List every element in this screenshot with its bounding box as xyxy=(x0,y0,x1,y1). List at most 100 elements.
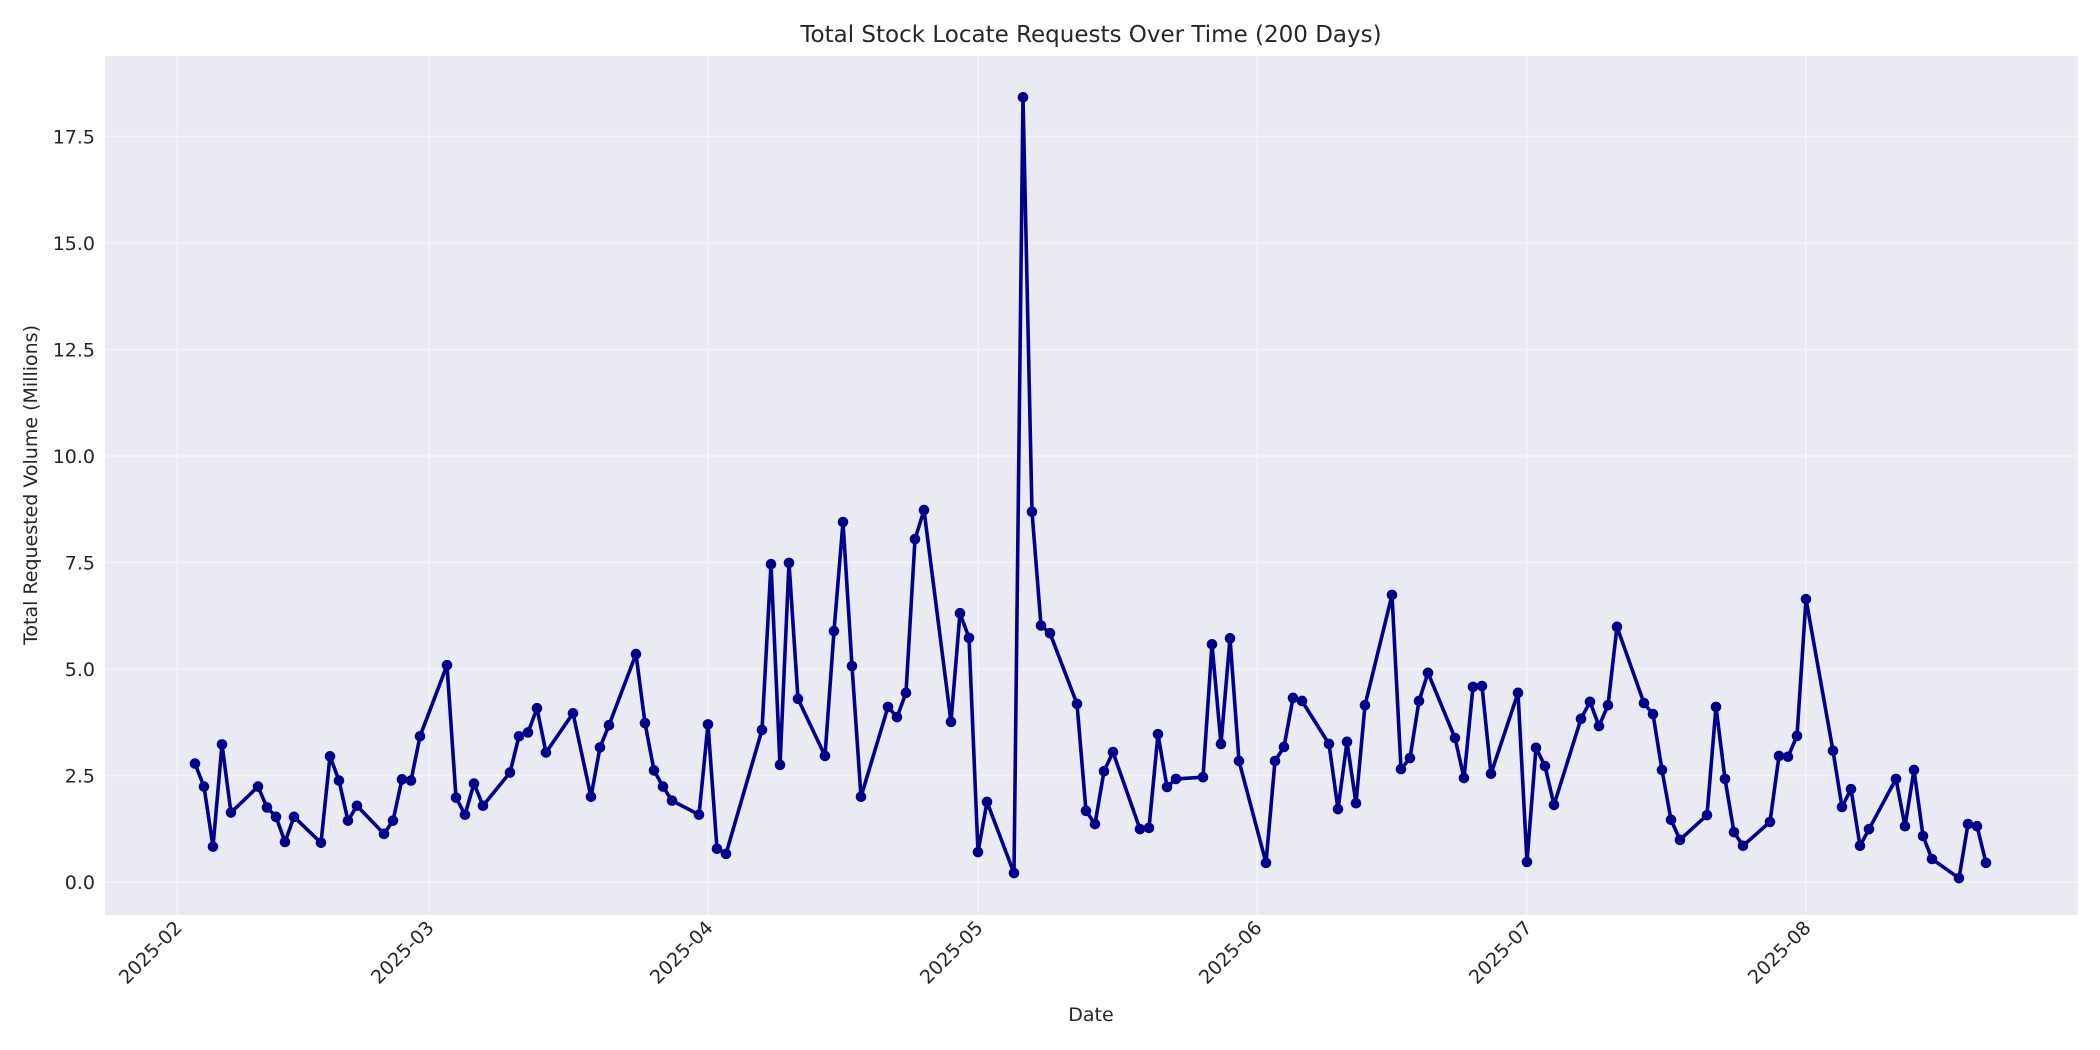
data-point-marker: 2025-05-20: 1.27 xyxy=(1143,822,1155,834)
data-point-marker: 2025-04-22: 3.87 xyxy=(891,711,903,723)
data-point-marker: 2025-06-26: 4.6 xyxy=(1476,680,1488,692)
data-point-marker: 2025-03-19: 2 xyxy=(585,791,597,803)
data-point-marker: 2025-06-30: 4.44 xyxy=(1512,687,1524,699)
data-point-marker: 2025-03-24: 5.35 xyxy=(630,648,642,660)
data-point-marker: 2025-06-17: 2.65 xyxy=(1395,763,1407,775)
data-point-marker: 2025-02-26: 2.41 xyxy=(396,774,408,785)
data-point-marker: 2025-03-10: 2.57 xyxy=(504,767,516,778)
data-point-marker: 2025-05-28: 3.24 xyxy=(1215,738,1227,750)
data-point-marker: 2025-08-06: 2.18 xyxy=(1845,783,1857,795)
data-point-marker: 2025-03-28: 1.91 xyxy=(666,795,678,806)
data-point-marker: 2025-02-24: 1.13 xyxy=(378,828,390,840)
data-point-marker: 2025-07-18: 0.99 xyxy=(1674,834,1686,846)
data-point-marker: 2025-06-09: 3.24 xyxy=(1323,738,1335,750)
data-point-marker: 2025-04-11: 4.3 xyxy=(792,693,804,705)
data-point-marker: 2025-08-20: 1.31 xyxy=(1971,820,1983,832)
data-point-marker: 2025-05-22: 2.23 xyxy=(1161,781,1173,793)
data-point-marker: 2025-04-28: 3.76 xyxy=(945,716,957,728)
data-point-marker: 2025-07-01: 0.47 xyxy=(1521,856,1533,868)
data-point-marker: 2025-03-14: 3.04 xyxy=(540,747,552,758)
data-point-marker: 2025-03-25: 3.73 xyxy=(639,717,651,729)
data-point-marker: 2025-06-24: 2.44 xyxy=(1458,772,1470,784)
data-point-marker: 2025-05-01: 0.7 xyxy=(972,846,984,858)
data-point-marker: 2025-06-04: 3.17 xyxy=(1278,741,1290,753)
data-point-marker: 2025-04-14: 2.96 xyxy=(819,750,831,762)
data-point-marker: 2025-06-13: 4.15 xyxy=(1359,699,1371,711)
gridlines xyxy=(105,56,2078,915)
data-point-marker: 2025-05-16: 3.05 xyxy=(1107,746,1119,758)
data-point-marker: 2025-04-21: 4.11 xyxy=(882,701,894,713)
data-point-marker: 2025-07-03: 2.72 xyxy=(1539,760,1551,772)
x-axis-label: Date xyxy=(1068,1004,1113,1026)
data-point-marker: 2025-05-02: 1.88 xyxy=(981,796,993,808)
data-point-marker: 2025-04-07: 3.57 xyxy=(756,724,768,736)
data-point-marker: 2025-02-11: 1.75 xyxy=(261,802,273,813)
y-axis-ticks: 0.0 2.5 5.0 7.5 10.0 12.5 15.0 17.5 xyxy=(53,127,95,895)
data-point-marker: 2025-04-23: 4.44 xyxy=(900,687,912,699)
y-tick-label: 12.5 xyxy=(53,340,95,362)
data-point-marker: 2025-07-24: 1.17 xyxy=(1728,826,1740,838)
data-point-marker: 2025-03-13: 4.08 xyxy=(531,702,543,714)
data-point-marker: 2025-03-20: 3.16 xyxy=(594,742,606,753)
data-point-marker: 2025-03-12: 3.51 xyxy=(522,727,534,738)
data-point-marker: 2025-02-20: 1.44 xyxy=(342,815,354,826)
data-point-marker: 2025-05-29: 5.72 xyxy=(1224,633,1236,644)
data-point-marker: 2025-02-27: 2.38 xyxy=(405,775,417,786)
data-point-marker: 2025-03-27: 2.24 xyxy=(657,781,669,792)
data-point-marker: 2025-02-18: 2.95 xyxy=(324,751,336,762)
data-point-marker: 2025-06-27: 2.54 xyxy=(1485,768,1497,780)
plot-area xyxy=(105,56,2078,915)
y-tick-label: 10.0 xyxy=(53,446,95,468)
data-point-marker: 2025-02-04: 2.24 xyxy=(198,781,210,792)
data-point-marker: 2025-07-04: 1.81 xyxy=(1548,799,1560,811)
data-point-marker: 2025-05-27: 5.58 xyxy=(1206,638,1218,650)
data-point-marker: 2025-08-15: 0.54 xyxy=(1926,853,1938,865)
data-point-marker: 2025-08-08: 1.24 xyxy=(1863,823,1875,835)
data-point-marker: 2025-08-13: 2.63 xyxy=(1908,764,1920,776)
data-point-marker: 2025-07-31: 3.43 xyxy=(1791,730,1803,742)
data-point-marker: 2025-03-31: 1.58 xyxy=(693,809,705,820)
data-point-marker: 2025-08-14: 1.08 xyxy=(1917,830,1929,842)
data-point-marker: 2025-04-15: 5.89 xyxy=(828,625,840,637)
data-point-marker: 2025-04-30: 5.73 xyxy=(963,632,975,644)
y-tick-label: 17.5 xyxy=(53,127,95,149)
data-point-marker: 2025-07-11: 5.99 xyxy=(1611,621,1623,633)
series-line xyxy=(193,95,1988,881)
data-point-marker: 2025-05-15: 2.6 xyxy=(1098,765,1110,777)
data-point-marker: 2025-05-06: 18.42 xyxy=(1017,92,1029,103)
data-point-marker: 2025-04-10: 7.49 xyxy=(783,557,795,569)
data-point-marker: 2025-03-21: 3.68 xyxy=(603,719,615,731)
data-point-marker: 2025-02-05: 0.83 xyxy=(207,841,219,852)
data-point-marker: 2025-03-06: 2.31 xyxy=(468,778,480,789)
data-point-marker: 2025-07-16: 2.63 xyxy=(1656,764,1668,776)
data-point-marker: 2025-04-09: 2.75 xyxy=(774,759,786,771)
data-point-marker: 2025-07-23: 2.42 xyxy=(1719,773,1731,785)
data-point-marker: 2025-03-11: 3.42 xyxy=(513,731,525,742)
data-point-marker: 2025-02-14: 1.53 xyxy=(288,811,300,823)
data-point-marker: 2025-06-16: 6.74 xyxy=(1386,589,1398,601)
y-tick-label: 5.0 xyxy=(65,659,95,681)
data-point-marker: 2025-02-25: 1.44 xyxy=(387,815,399,826)
data-point-marker: 2025-07-30: 2.94 xyxy=(1782,751,1794,763)
data-point-marker: 2025-04-08: 7.46 xyxy=(765,558,777,570)
data-point-marker: 2025-07-14: 4.2 xyxy=(1638,697,1650,709)
data-point-marker: 2025-07-17: 1.46 xyxy=(1665,814,1677,826)
data-point-marker: 2025-02-13: 0.94 xyxy=(279,836,291,848)
data-point-marker: 2025-06-23: 3.38 xyxy=(1449,732,1461,744)
data-point-marker: 2025-02-10: 2.24 xyxy=(252,781,264,792)
data-point-marker: 2025-02-19: 2.38 xyxy=(333,775,345,786)
data-point-marker: 2025-04-29: 6.31 xyxy=(954,607,966,619)
data-point-marker: 2025-07-22: 4.11 xyxy=(1710,701,1722,713)
y-tick-label: 7.5 xyxy=(65,553,95,575)
data-point-marker: 2025-06-11: 3.29 xyxy=(1341,736,1353,748)
data-point-marker: 2025-08-21: 0.45 xyxy=(1980,857,1992,869)
data-point-marker: 2025-03-04: 1.98 xyxy=(450,792,462,803)
data-point-marker: 2025-05-21: 3.47 xyxy=(1152,728,1164,740)
data-point-marker: 2025-05-13: 1.67 xyxy=(1080,805,1092,817)
y-tick-label: 15.0 xyxy=(53,233,95,255)
data-point-marker: 2025-04-02: 0.78 xyxy=(711,843,723,855)
data-point-marker: 2025-05-26: 2.46 xyxy=(1197,771,1209,783)
data-point-marker: 2025-07-28: 1.41 xyxy=(1764,816,1776,828)
data-point-marker: 2025-08-04: 3.08 xyxy=(1827,745,1839,757)
